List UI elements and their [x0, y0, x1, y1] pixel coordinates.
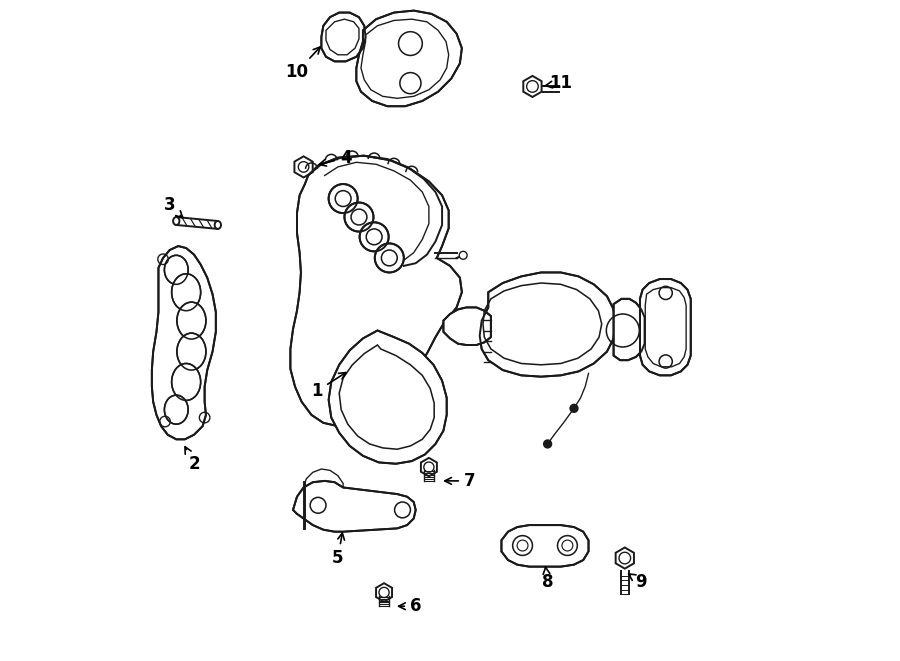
Circle shape: [570, 405, 578, 412]
Text: 7: 7: [445, 472, 475, 490]
Text: 1: 1: [311, 373, 346, 400]
Polygon shape: [152, 246, 216, 440]
Circle shape: [374, 243, 404, 272]
Circle shape: [345, 202, 373, 231]
Polygon shape: [444, 307, 490, 345]
Polygon shape: [614, 299, 644, 360]
Ellipse shape: [177, 333, 206, 370]
Text: 2: 2: [185, 447, 200, 473]
Ellipse shape: [172, 364, 201, 401]
Polygon shape: [480, 272, 615, 377]
Text: 6: 6: [399, 598, 421, 615]
Ellipse shape: [177, 302, 206, 339]
Text: 4: 4: [320, 149, 352, 167]
Polygon shape: [501, 525, 589, 566]
Ellipse shape: [165, 395, 188, 424]
Polygon shape: [640, 279, 691, 375]
Ellipse shape: [172, 274, 201, 311]
Circle shape: [360, 222, 389, 251]
Circle shape: [544, 440, 552, 448]
Polygon shape: [291, 156, 462, 426]
Circle shape: [328, 184, 357, 213]
Text: 8: 8: [542, 567, 554, 592]
Ellipse shape: [165, 255, 188, 284]
Text: 11: 11: [544, 74, 572, 92]
Text: 10: 10: [285, 47, 320, 81]
Polygon shape: [321, 13, 365, 61]
Text: 3: 3: [164, 196, 183, 217]
Polygon shape: [328, 330, 446, 464]
Circle shape: [459, 251, 467, 259]
Text: 5: 5: [332, 533, 345, 567]
Polygon shape: [356, 11, 462, 106]
Polygon shape: [293, 481, 416, 531]
Text: 9: 9: [628, 574, 647, 592]
